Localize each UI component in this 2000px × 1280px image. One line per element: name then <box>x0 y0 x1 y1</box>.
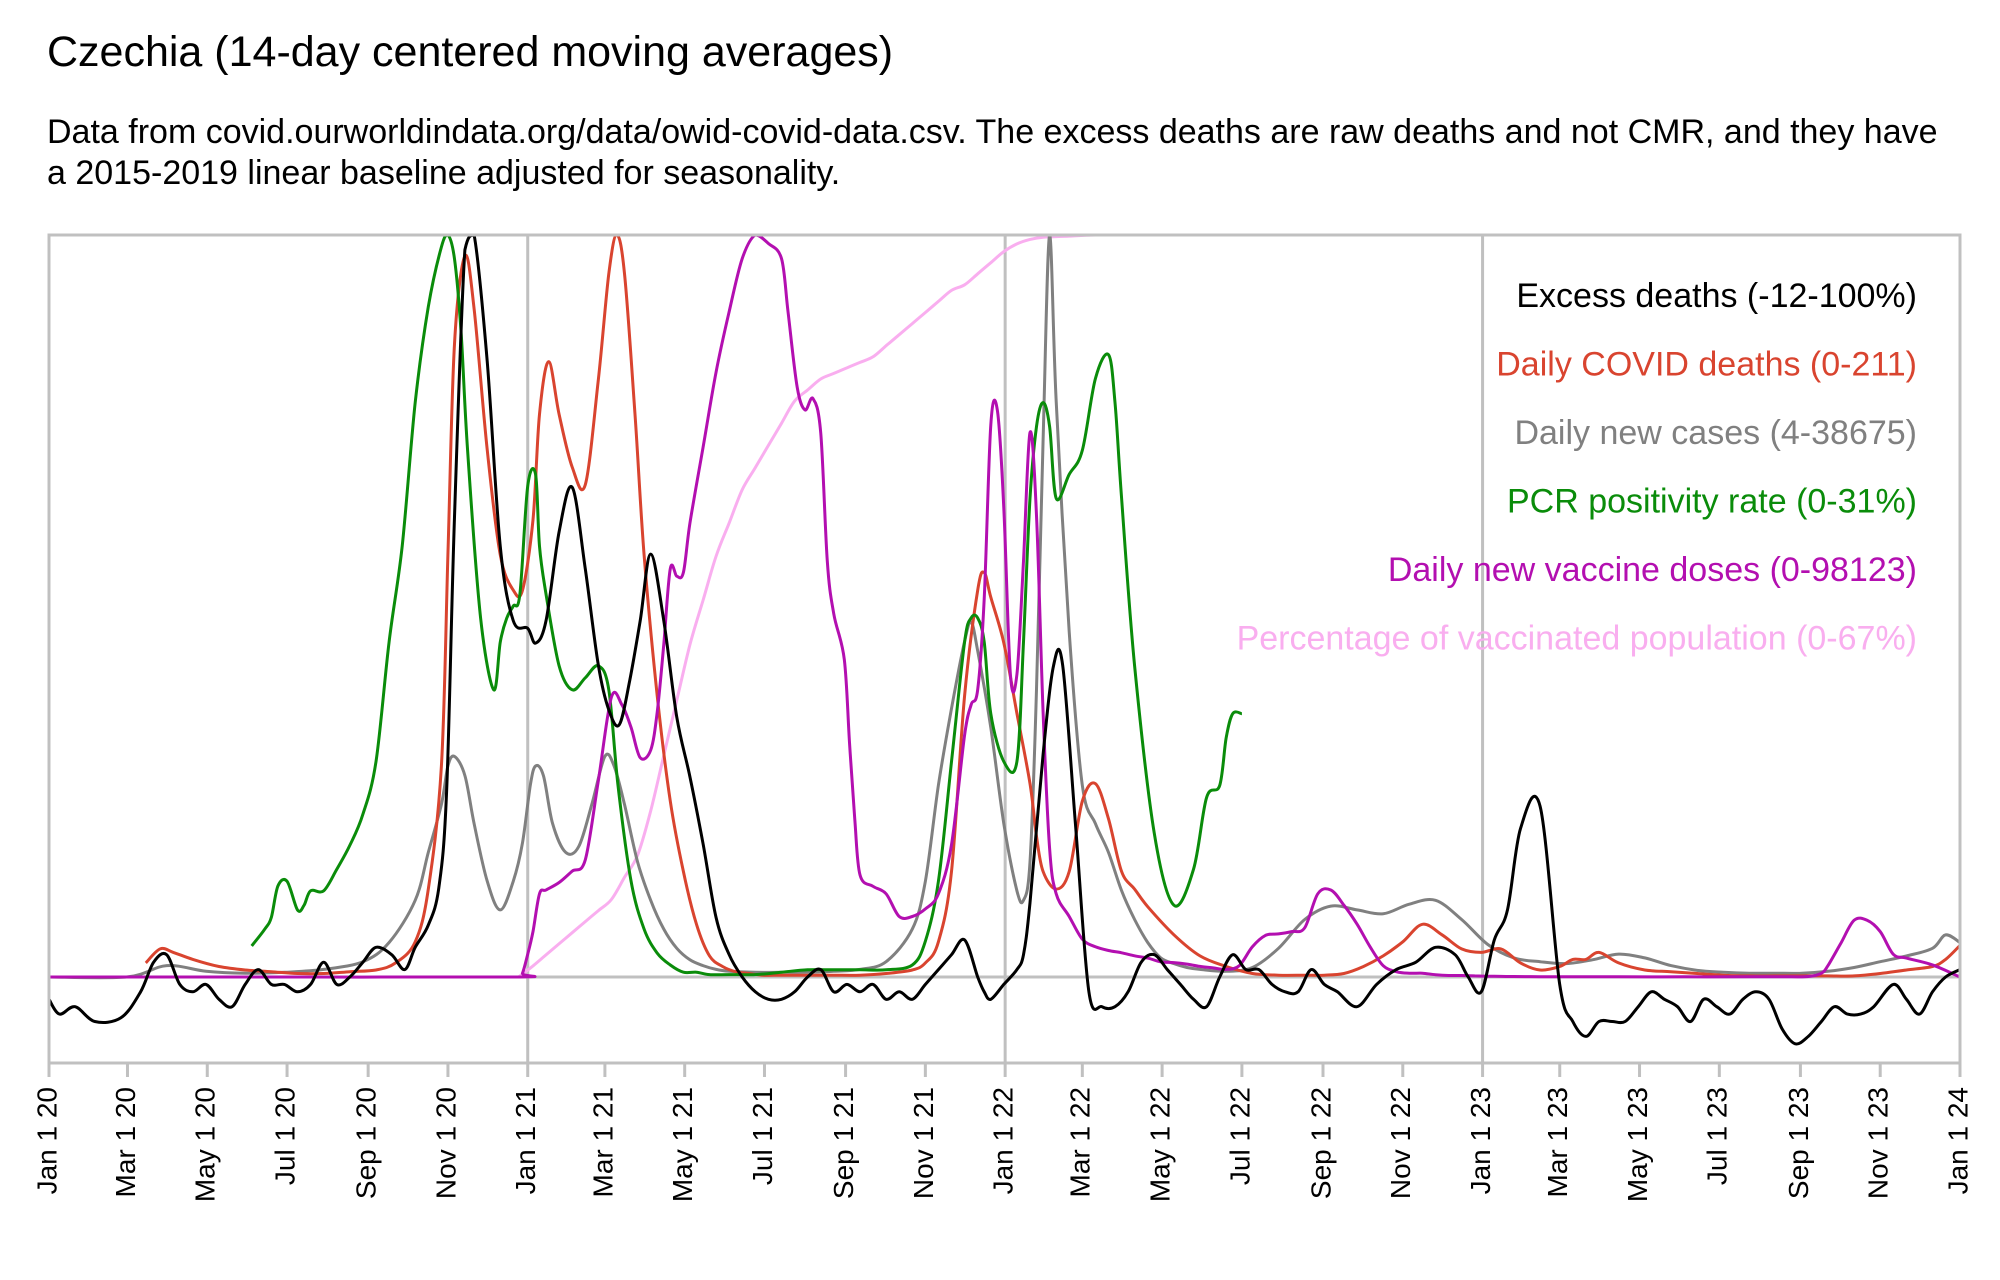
x-tick-label: Nov 1 21 <box>908 1087 939 1199</box>
x-tick-label: Sep 1 20 <box>351 1087 382 1199</box>
x-axis: Jan 1 20 Mar 1 20 May 1 20 Jul 1 20 Sep 1 20… <box>31 1063 1973 1202</box>
x-tick-label: May 1 23 <box>1622 1087 1653 1202</box>
x-tick-label: Jan 1 24 <box>1942 1087 1973 1194</box>
x-tick-label: Sep 1 22 <box>1305 1087 1336 1199</box>
x-tick-label: Mar 1 22 <box>1065 1087 1096 1198</box>
x-tick-label: Nov 1 23 <box>1863 1087 1894 1199</box>
x-tick-label: Jan 1 23 <box>1465 1087 1496 1194</box>
chart-title: Czechia (14-day centered moving averages… <box>47 28 894 76</box>
x-tick-label: Sep 1 23 <box>1783 1087 1814 1199</box>
legend-item: Daily COVID deaths (0-211) <box>1496 346 1917 384</box>
legend-item: Percentage of vaccinated population (0-6… <box>1237 620 1917 658</box>
x-tick-label: Jul 1 22 <box>1224 1087 1255 1185</box>
x-tick-label: Jan 1 20 <box>31 1087 62 1194</box>
x-tick-label: Jul 1 21 <box>747 1087 778 1185</box>
x-tick-label: Jul 1 23 <box>1702 1087 1733 1185</box>
x-tick-label: Mar 1 23 <box>1542 1087 1573 1198</box>
x-tick-label: Sep 1 21 <box>828 1087 859 1199</box>
x-tick-label: Nov 1 22 <box>1385 1087 1416 1199</box>
series-line-excess-deaths <box>47 233 1961 1046</box>
x-tick-label: Jul 1 20 <box>269 1087 300 1185</box>
series-line-pcr-positivity-rate <box>250 233 1243 977</box>
legend-item: Excess deaths (-12-100%) <box>1516 277 1917 315</box>
x-tick-label: Mar 1 20 <box>110 1087 141 1198</box>
legend-item: Daily new cases (4-38675) <box>1514 414 1917 452</box>
x-tick-label: Jan 1 22 <box>988 1087 1019 1194</box>
series-line-daily-new-cases <box>48 233 1961 980</box>
x-tick-label: Nov 1 20 <box>430 1087 461 1199</box>
x-tick-label: Jan 1 21 <box>510 1087 541 1194</box>
legend-item: Daily new vaccine doses (0-98123) <box>1388 551 1917 589</box>
legend: Excess deaths (-12-100%) Daily COVID deat… <box>1237 277 1917 658</box>
x-tick-label: May 1 21 <box>667 1087 698 1202</box>
legend-item: PCR positivity rate (0-31%) <box>1507 483 1917 521</box>
chart-subtitle: Data from covid.ourworldindata.org/data/… <box>47 113 1938 192</box>
series-line-daily-new-vaccine-doses <box>49 233 1961 979</box>
x-tick-label: May 1 22 <box>1145 1087 1176 1202</box>
x-tick-label: Mar 1 21 <box>587 1087 618 1198</box>
x-tick-label: May 1 20 <box>190 1087 221 1202</box>
